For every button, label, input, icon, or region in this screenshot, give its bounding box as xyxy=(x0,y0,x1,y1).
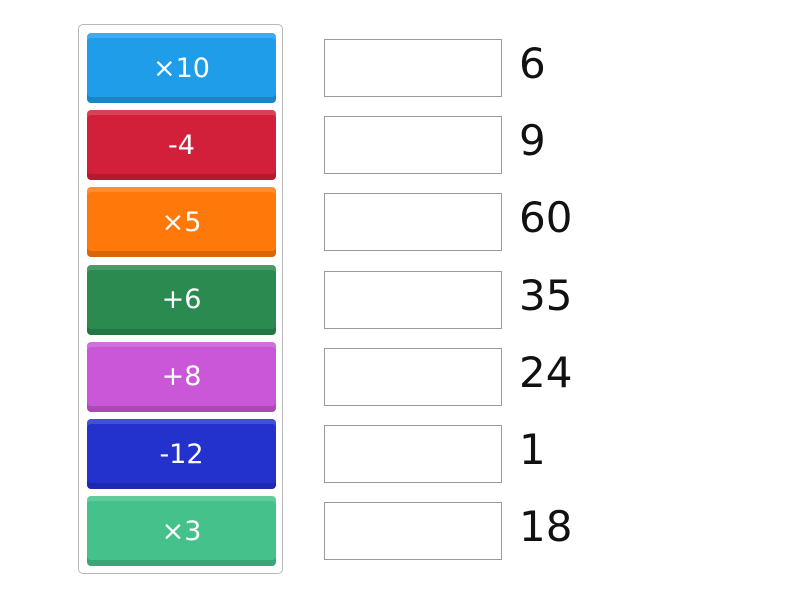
target-number: 24 xyxy=(519,347,573,397)
drop-box[interactable] xyxy=(324,270,502,329)
drop-box[interactable] xyxy=(324,425,502,483)
answer-tile[interactable]: +8 xyxy=(87,341,276,412)
target-number: 60 xyxy=(519,193,573,243)
answer-tile[interactable]: -4 xyxy=(87,110,276,181)
drop-box[interactable] xyxy=(324,347,502,406)
target-number: 35 xyxy=(519,270,573,320)
drop-box[interactable] xyxy=(324,502,502,561)
answer-tile[interactable]: -12 xyxy=(87,419,276,489)
target-number: 6 xyxy=(519,39,546,88)
drop-box[interactable] xyxy=(324,193,502,252)
answer-tile[interactable]: ×5 xyxy=(87,187,276,258)
target-number: 1 xyxy=(519,425,546,474)
drop-box[interactable] xyxy=(324,39,502,97)
tile-tray xyxy=(78,24,283,574)
answer-tile[interactable]: ×3 xyxy=(87,496,276,567)
target-number: 9 xyxy=(519,116,546,166)
answer-tile[interactable]: +6 xyxy=(87,264,276,335)
target-number: 18 xyxy=(519,502,573,552)
drop-box[interactable] xyxy=(324,116,502,175)
answer-tile[interactable]: ×10 xyxy=(87,33,276,103)
